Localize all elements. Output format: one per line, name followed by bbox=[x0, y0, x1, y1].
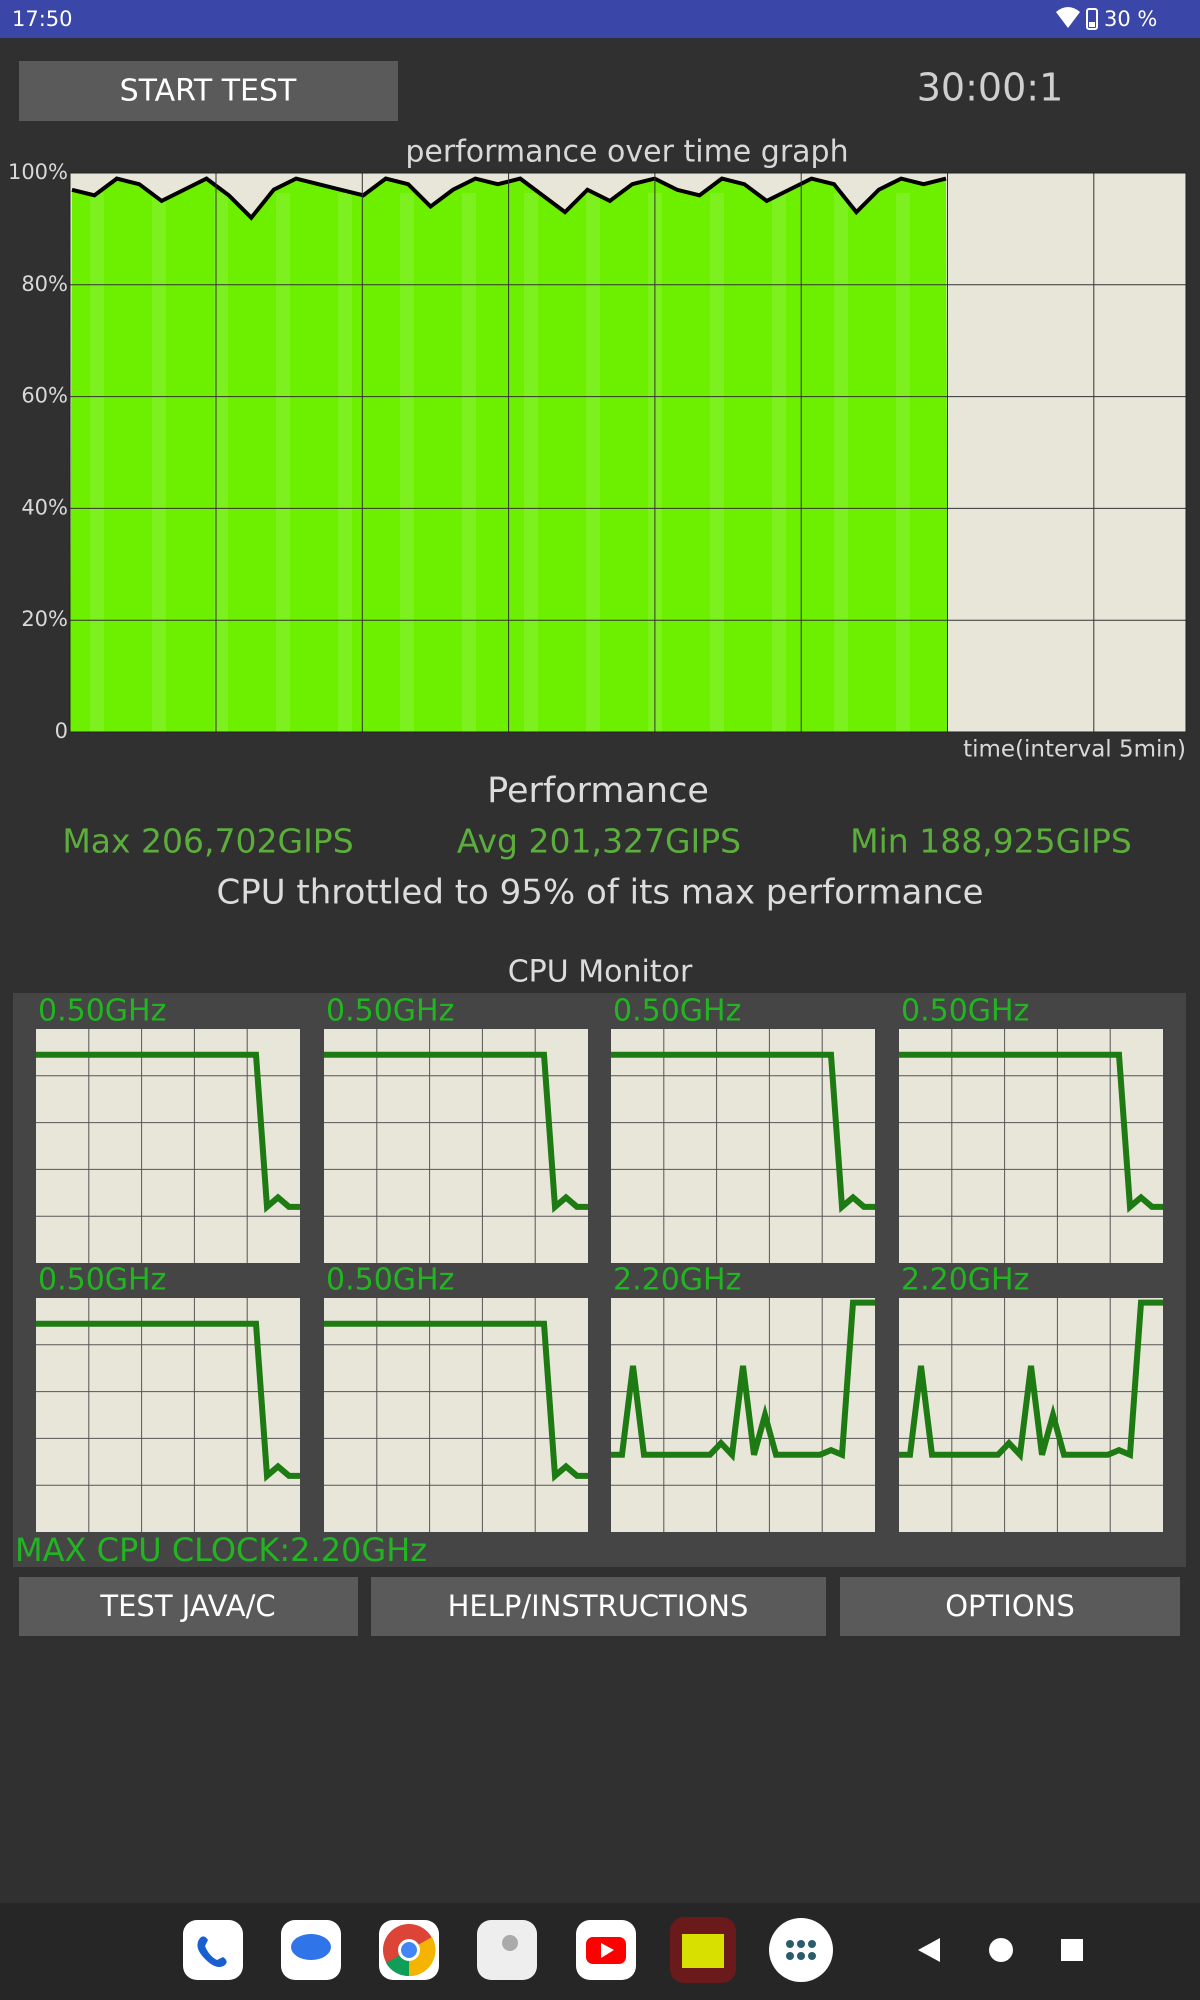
performance-max: Max 206,702GIPS bbox=[62, 822, 353, 861]
battery-icon bbox=[1086, 8, 1098, 30]
y-tick-label: 60% bbox=[21, 384, 68, 408]
core-clock-label: 0.50GHz bbox=[38, 1263, 166, 1298]
test-java-label[interactable]: TEST JAVA/C bbox=[99, 1589, 275, 1623]
cpu-cores: 0.50GHz 0.50GHz 0.50GHz 0.50GHz 0.50GHz 0.50G… bbox=[36, 994, 1163, 1532]
y-tick-label: 0 bbox=[55, 719, 68, 743]
fill-stripe bbox=[772, 193, 786, 732]
throttling-glyph bbox=[682, 1934, 724, 1968]
fill-stripe bbox=[462, 193, 476, 732]
nav-back[interactable] bbox=[918, 1938, 940, 1962]
fill-stripe bbox=[710, 193, 724, 732]
y-tick-label: 80% bbox=[21, 272, 68, 296]
fill-stripe bbox=[152, 193, 166, 732]
core-clock-label: 0.50GHz bbox=[326, 994, 454, 1029]
performance-min: Min 188,925GIPS bbox=[850, 822, 1132, 861]
performance-avg: Avg 201,327GIPS bbox=[457, 822, 741, 861]
max-cpu-clock: MAX CPU CLOCK:2.20GHz bbox=[15, 1531, 427, 1569]
core-history-line bbox=[899, 1051, 1163, 1213]
youtube-play bbox=[601, 1943, 614, 1958]
status-time: 17:50 bbox=[12, 7, 73, 31]
y-tick-label: 20% bbox=[21, 607, 68, 631]
fill-stripe bbox=[524, 193, 538, 732]
y-tick-label: 40% bbox=[21, 495, 68, 519]
phone-app[interactable] bbox=[183, 1920, 243, 1980]
core-clock-label: 0.50GHz bbox=[38, 994, 166, 1029]
graph-title: performance over time graph bbox=[405, 135, 848, 170]
wifi-icon bbox=[1056, 7, 1080, 28]
plot: 0 20% 40% 60% 80% 100% bbox=[8, 160, 1187, 743]
options-label[interactable]: OPTIONS bbox=[945, 1589, 1075, 1623]
fill-stripe bbox=[214, 193, 228, 732]
test-java-button[interactable] bbox=[19, 1577, 358, 1636]
throttle-text: CPU throttled to 95% of its max performa… bbox=[216, 873, 983, 913]
core-clock-label: 0.50GHz bbox=[326, 1263, 454, 1298]
performance-title: Performance bbox=[487, 771, 709, 811]
core-history-line bbox=[899, 1299, 1163, 1462]
core-history-line bbox=[611, 1051, 875, 1213]
fill-stripe bbox=[276, 193, 290, 732]
status-bar bbox=[0, 0, 1200, 38]
core-history-line bbox=[611, 1299, 875, 1462]
fill-stripe bbox=[896, 193, 910, 732]
app-drawer-dots bbox=[786, 1940, 816, 1960]
start-test-button[interactable] bbox=[19, 61, 398, 121]
fill-stripe bbox=[400, 193, 414, 732]
nav-recents[interactable] bbox=[1061, 1939, 1083, 1961]
y-tick-label: 100% bbox=[8, 160, 68, 184]
battery-level bbox=[1089, 22, 1095, 27]
core-history-line bbox=[36, 1051, 300, 1213]
core-history-line bbox=[324, 1051, 588, 1213]
fill-stripe bbox=[338, 193, 352, 732]
battery-text: 30 % bbox=[1104, 7, 1157, 31]
contacts-glyph bbox=[502, 1935, 518, 1951]
messages-glyph bbox=[291, 1934, 331, 1960]
nav-home[interactable] bbox=[989, 1938, 1013, 1962]
core-clock-label: 0.50GHz bbox=[901, 994, 1029, 1029]
core-history-line bbox=[324, 1320, 588, 1482]
app-drawer[interactable] bbox=[769, 1918, 833, 1982]
plot-border bbox=[69, 172, 1187, 733]
fill-stripe bbox=[90, 193, 104, 732]
x-axis-label: time(interval 5min) bbox=[963, 737, 1186, 763]
core-history-line bbox=[36, 1320, 300, 1482]
core-clock-label: 2.20GHz bbox=[613, 1263, 741, 1298]
timer: 30:00:1 bbox=[917, 66, 1064, 110]
phone-glyph bbox=[197, 1936, 227, 1967]
chrome-center bbox=[401, 1942, 417, 1958]
help-label[interactable]: HELP/INSTRUCTIONS bbox=[448, 1589, 749, 1623]
core-plot bbox=[899, 1298, 1163, 1532]
core-clock-label: 0.50GHz bbox=[613, 994, 741, 1029]
core-plot bbox=[611, 1298, 875, 1532]
options-button[interactable] bbox=[840, 1577, 1180, 1636]
core-clock-label: 2.20GHz bbox=[901, 1263, 1029, 1298]
fill-stripe bbox=[834, 193, 848, 732]
cpu-monitor-title: CPU Monitor bbox=[508, 955, 693, 990]
start-test-label[interactable]: START TEST bbox=[120, 74, 297, 109]
fill-stripe bbox=[586, 193, 600, 732]
help-button[interactable] bbox=[371, 1577, 826, 1636]
